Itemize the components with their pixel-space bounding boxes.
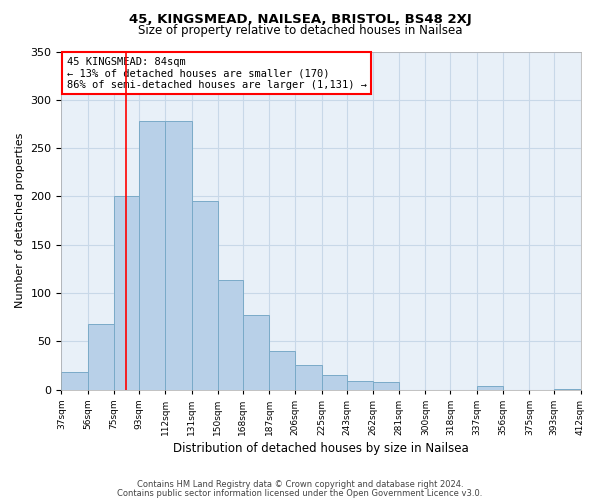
Bar	[476, 386, 503, 390]
Text: 45, KINGSMEAD, NAILSEA, BRISTOL, BS48 2XJ: 45, KINGSMEAD, NAILSEA, BRISTOL, BS48 2X…	[128, 12, 472, 26]
Bar	[165, 121, 191, 390]
Text: Size of property relative to detached houses in Nailsea: Size of property relative to detached ho…	[138, 24, 462, 37]
Bar	[139, 121, 165, 390]
Bar	[269, 351, 295, 390]
Bar	[88, 324, 114, 390]
Text: 45 KINGSMEAD: 84sqm
← 13% of detached houses are smaller (170)
86% of semi-detac: 45 KINGSMEAD: 84sqm ← 13% of detached ho…	[67, 56, 367, 90]
Bar	[191, 202, 218, 390]
Bar	[218, 280, 243, 390]
Y-axis label: Number of detached properties: Number of detached properties	[15, 133, 25, 308]
X-axis label: Distribution of detached houses by size in Nailsea: Distribution of detached houses by size …	[173, 442, 469, 455]
Bar	[295, 366, 322, 390]
Bar	[322, 375, 347, 390]
Bar	[554, 388, 581, 390]
Bar	[61, 372, 88, 390]
Text: Contains HM Land Registry data © Crown copyright and database right 2024.: Contains HM Land Registry data © Crown c…	[137, 480, 463, 489]
Text: Contains public sector information licensed under the Open Government Licence v3: Contains public sector information licen…	[118, 488, 482, 498]
Bar	[114, 196, 139, 390]
Bar	[243, 316, 269, 390]
Bar	[347, 381, 373, 390]
Bar	[373, 382, 399, 390]
